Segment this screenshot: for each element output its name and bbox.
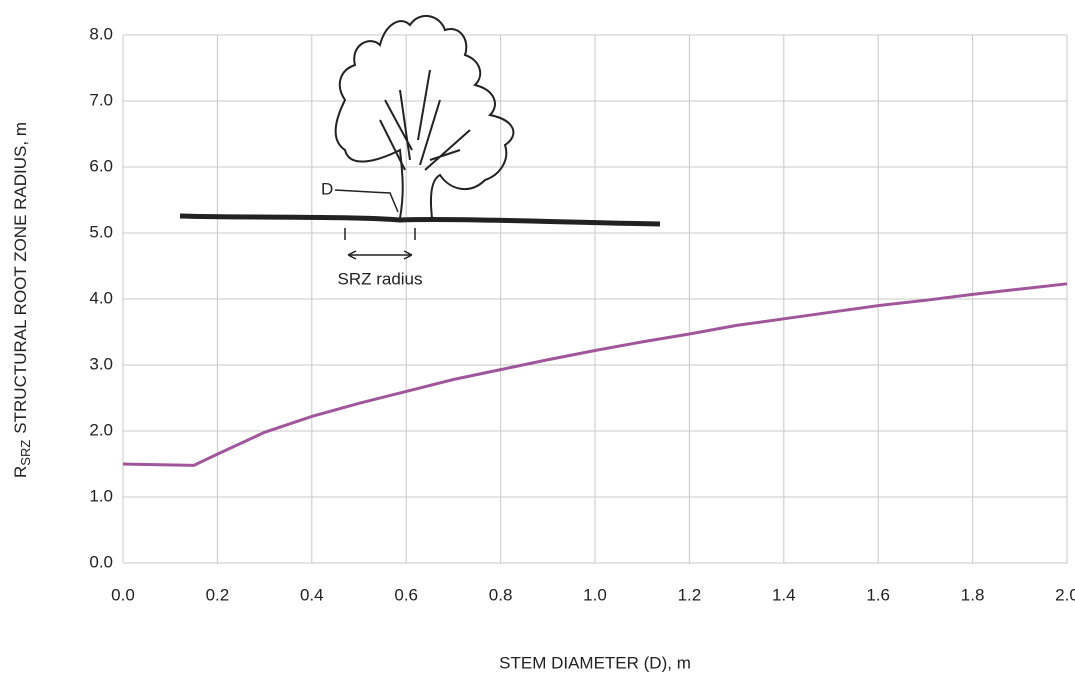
x-tick-label: 1.8 — [961, 585, 985, 604]
y-label-main: R — [11, 466, 30, 478]
x-tick-label: 0.8 — [489, 585, 513, 604]
y-tick-label: 8.0 — [89, 24, 113, 43]
y-tick-label: 5.0 — [89, 222, 113, 241]
chart: D SRZ radius STEM DIAMETER (D), m RSRZ ST… — [0, 0, 1075, 680]
y-tick-label: 7.0 — [89, 90, 113, 109]
y-axis-label: RSRZ STRUCTURAL ROOT ZONE RADIUS, m — [11, 122, 33, 478]
x-tick-label: 1.6 — [866, 585, 890, 604]
x-tick-label: 0.0 — [111, 585, 135, 604]
y-label-sub: SRZ — [18, 440, 33, 466]
y-tick-label: 3.0 — [89, 354, 113, 373]
x-tick-label: 1.2 — [678, 585, 702, 604]
x-tick-label: 1.0 — [583, 585, 607, 604]
x-tick-label: 0.4 — [300, 585, 324, 604]
x-tick-label: 2.0 — [1055, 585, 1075, 604]
radius-annotation: SRZ radius — [337, 269, 422, 288]
y-tick-label: 1.0 — [89, 486, 113, 505]
x-tick-label: 0.2 — [206, 585, 230, 604]
y-tick-label: 4.0 — [89, 288, 113, 307]
y-label-rest: STRUCTURAL ROOT ZONE RADIUS, m — [11, 122, 30, 434]
x-axis-label: STEM DIAMETER (D), m — [499, 653, 691, 672]
stem-annotation: D — [321, 179, 333, 198]
y-tick-label: 0.0 — [89, 552, 113, 571]
x-tick-label: 1.4 — [772, 585, 796, 604]
y-tick-label: 6.0 — [89, 156, 113, 175]
x-tick-label: 0.6 — [394, 585, 418, 604]
tree-illustration — [180, 16, 660, 259]
y-tick-label: 2.0 — [89, 420, 113, 439]
